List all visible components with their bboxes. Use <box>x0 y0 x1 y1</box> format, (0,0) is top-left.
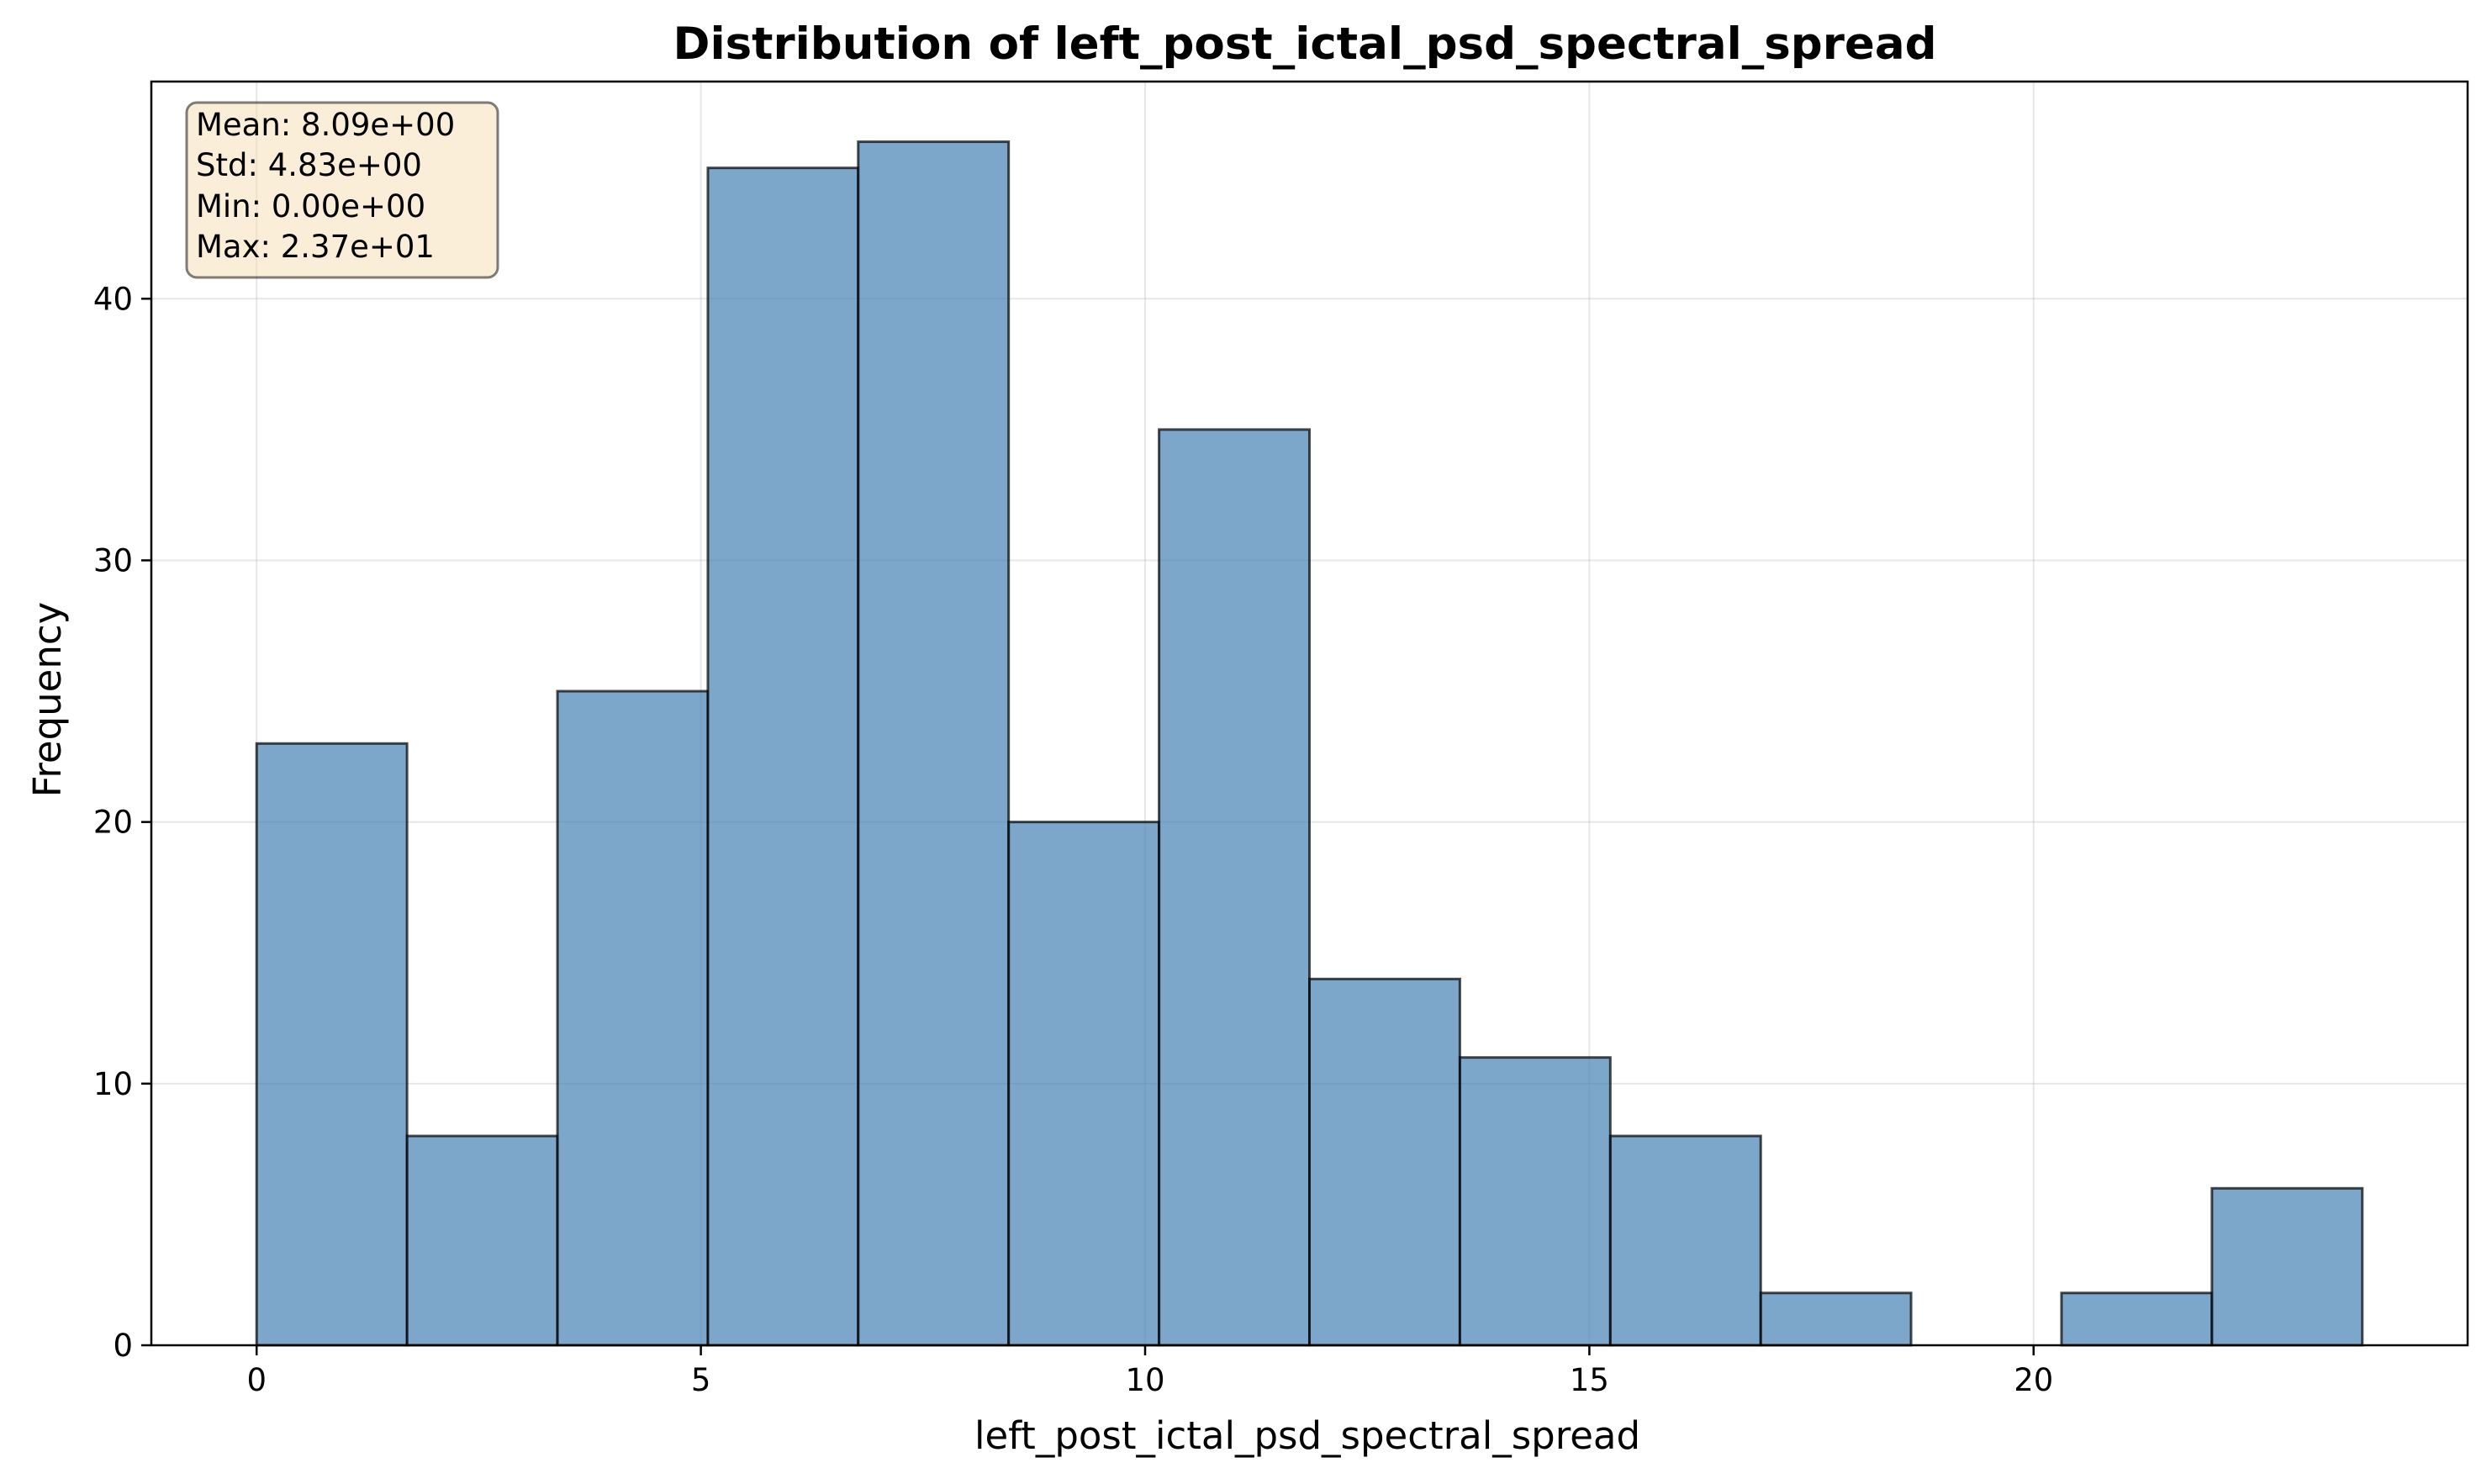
histogram-bar <box>1308 977 1461 1347</box>
x-tick-label: 15 <box>1570 1362 1609 1398</box>
histogram-bar <box>2060 1291 2214 1347</box>
y-tick-label: 40 <box>93 281 133 317</box>
x-tick-label: 10 <box>1125 1362 1164 1398</box>
y-tick-label: 30 <box>93 542 133 578</box>
histogram-bar <box>1458 1056 1612 1347</box>
chart-title: Distribution of left_post_ictal_psd_spec… <box>673 18 1936 70</box>
y-tick-label: 20 <box>93 805 133 841</box>
x-tick-label: 0 <box>246 1362 267 1398</box>
stats-max: Max: 2.37e+01 <box>196 229 435 265</box>
y-tick-label: 10 <box>93 1066 133 1102</box>
histogram-bars <box>255 140 2364 1347</box>
axis-ticks: 0 5 10 15 20 0 10 20 30 40 <box>93 281 2053 1398</box>
histogram-bar <box>255 742 409 1347</box>
histogram-bar <box>1007 821 1161 1347</box>
y-axis-label: Frequency <box>25 602 70 797</box>
stats-mean: Mean: 8.09e+00 <box>196 107 455 143</box>
stats-min: Min: 0.00e+00 <box>196 188 425 224</box>
histogram-bar <box>1608 1134 1762 1347</box>
histogram-bar <box>2210 1186 2364 1347</box>
stats-std: Std: 4.83e+00 <box>196 147 422 183</box>
histogram-bar <box>857 140 1011 1347</box>
plot-frame <box>150 80 2469 1347</box>
stats-box: Mean: 8.09e+00 Std: 4.83e+00 Min: 0.00e+… <box>185 101 499 279</box>
x-tick-label: 5 <box>691 1362 711 1398</box>
histogram-bar <box>556 689 710 1347</box>
histogram-bar <box>1759 1291 1913 1347</box>
histogram-bar <box>1158 428 1311 1347</box>
x-axis-label: left_post_ictal_psd_spectral_spread <box>974 1413 1640 1458</box>
x-tick-label: 20 <box>2014 1362 2053 1398</box>
stats-box-background <box>185 101 499 279</box>
histogram-bar <box>405 1134 559 1347</box>
histogram-bar <box>706 166 860 1347</box>
y-tick-label: 0 <box>113 1328 133 1364</box>
